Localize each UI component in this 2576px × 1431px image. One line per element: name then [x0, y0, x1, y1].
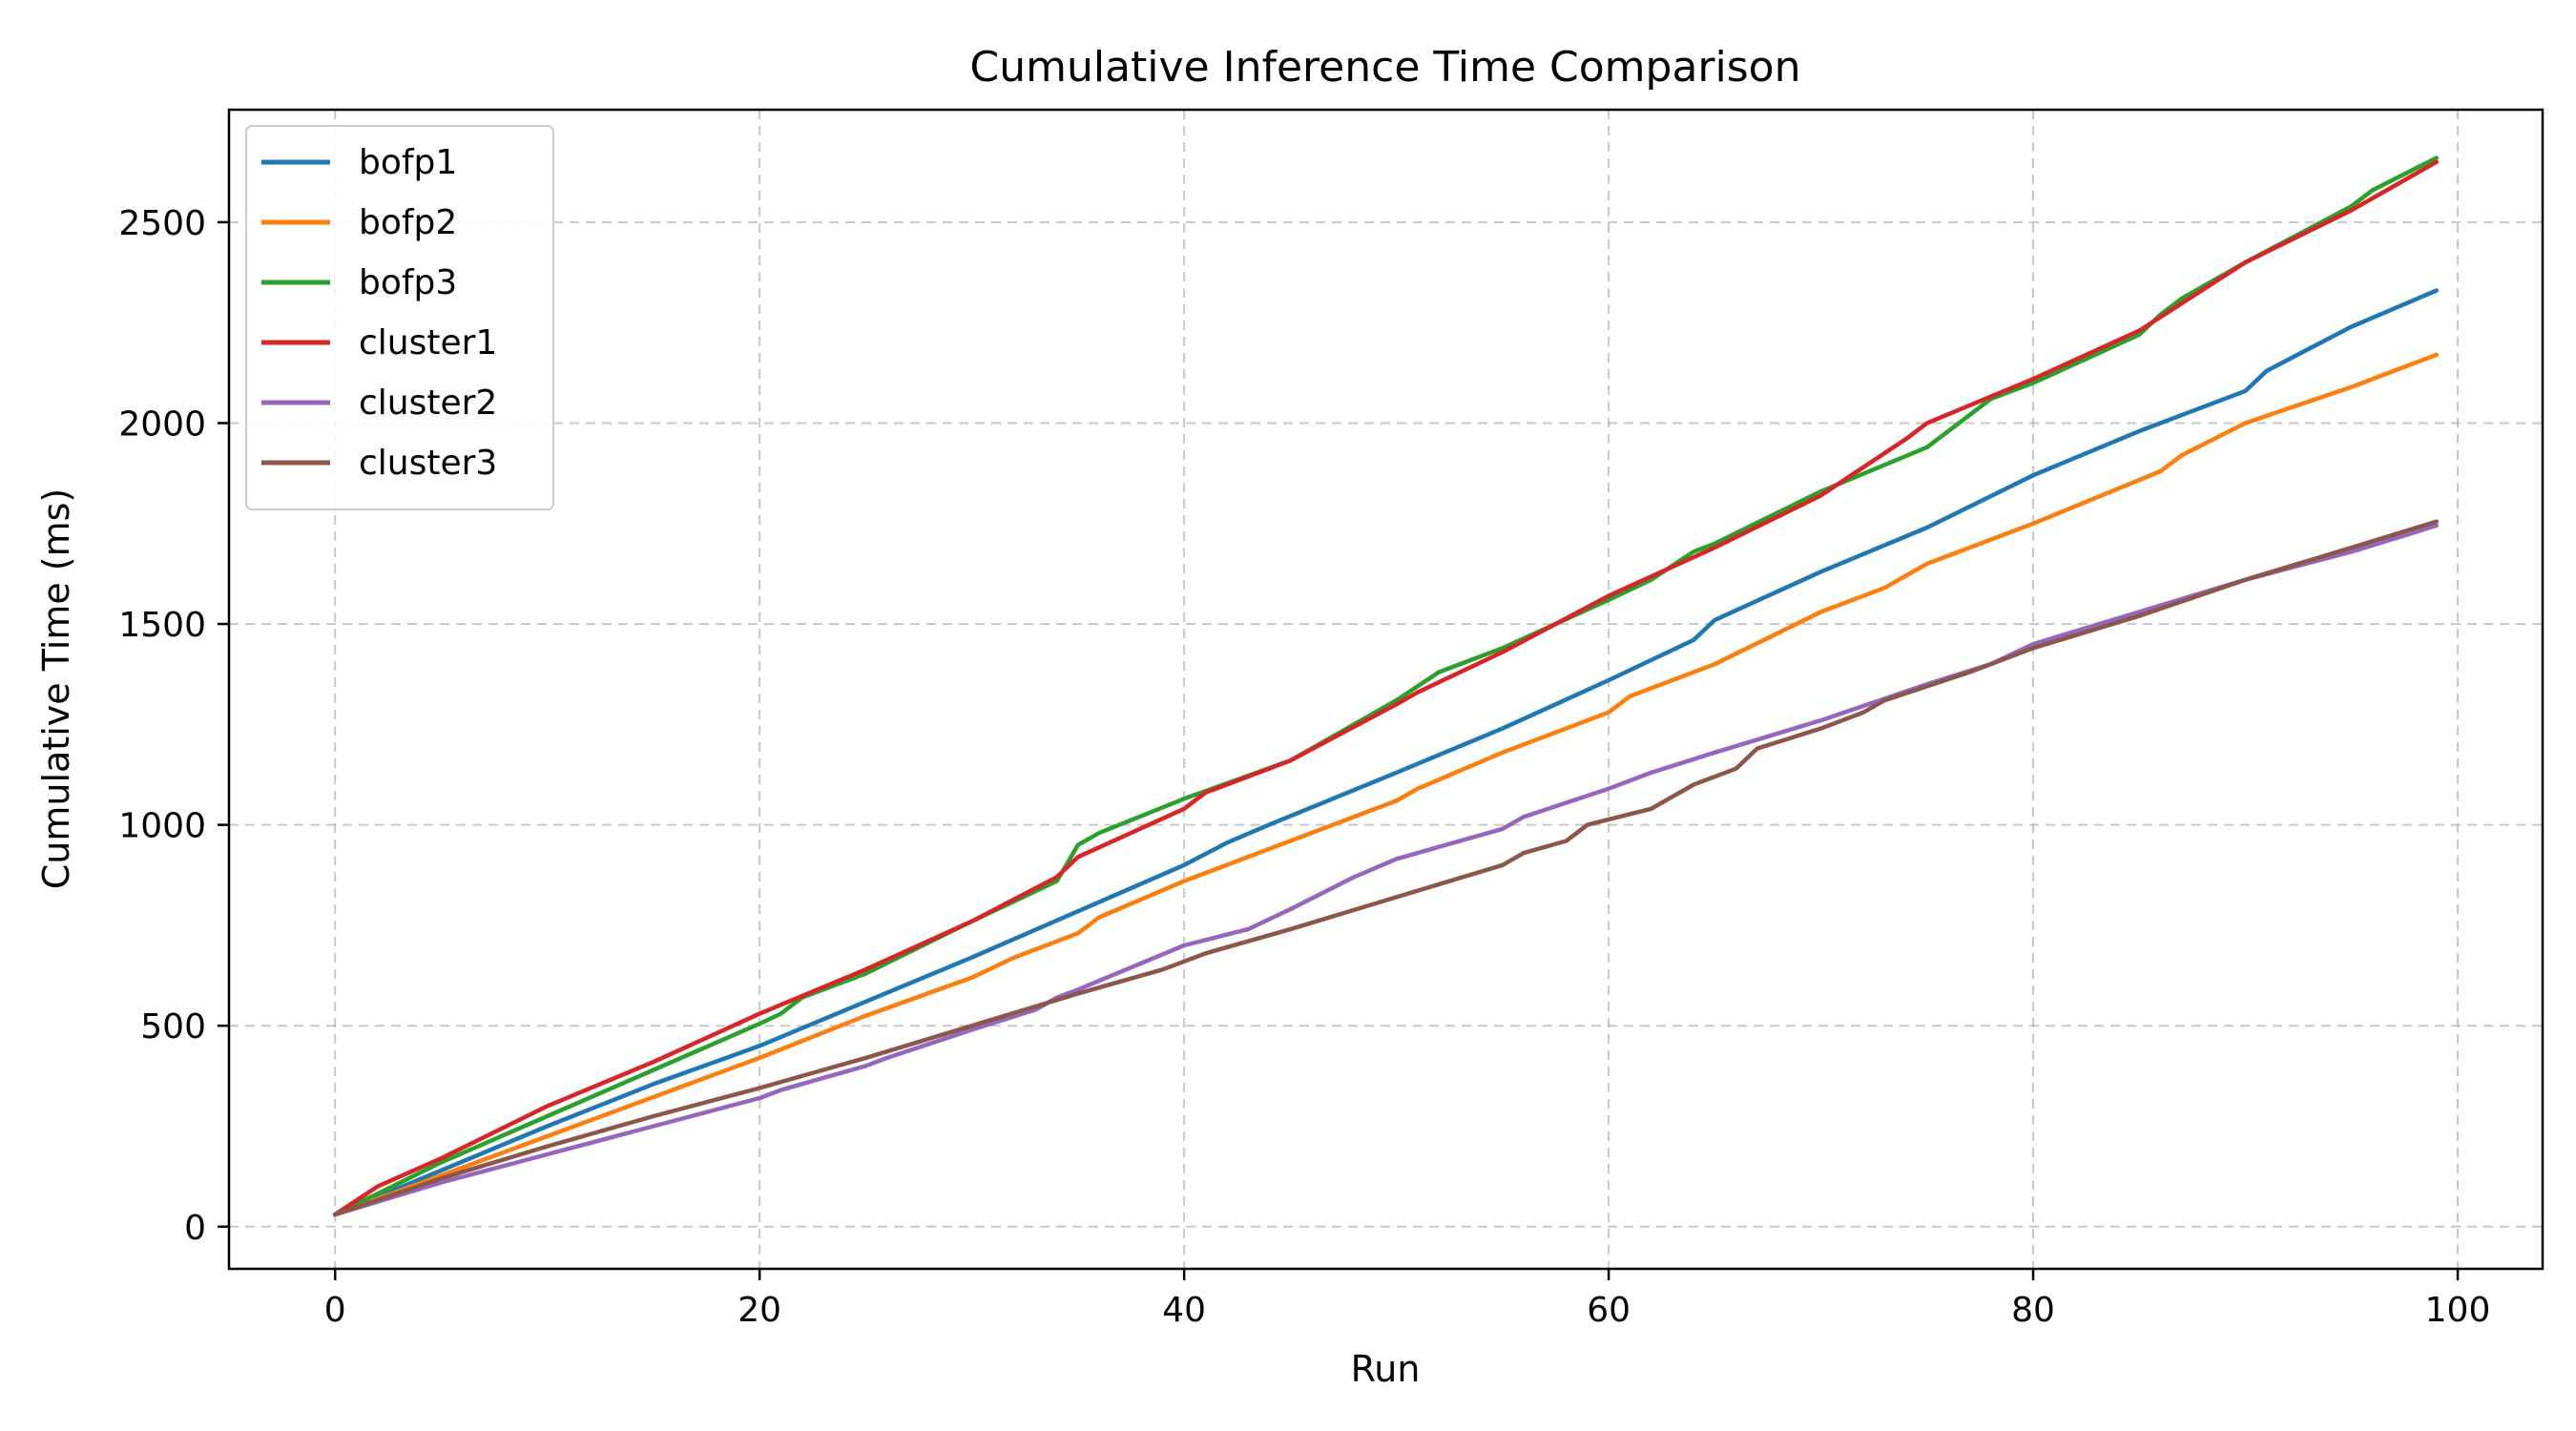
x-axis-label: Run [1351, 1348, 1421, 1390]
y-tick-label: 2500 [118, 204, 206, 243]
series-lines [332, 156, 2440, 1217]
plot-frame [227, 108, 2545, 1271]
y-tick-label: 1500 [118, 606, 206, 645]
series-line-cluster1 [332, 159, 2440, 1217]
legend-label-cluster1: cluster1 [359, 323, 497, 363]
series-line-bofp1 [332, 288, 2440, 1217]
legend-label-bofp3: bofp3 [359, 263, 457, 302]
x-tick-label: 20 [737, 1291, 781, 1330]
x-tick-label: 100 [2425, 1291, 2491, 1330]
x-tick-label: 60 [1587, 1291, 1631, 1330]
legend-label-bofp2: bofp2 [359, 203, 457, 242]
series-line-bofp3 [332, 156, 2440, 1217]
y-tick-label: 1000 [118, 807, 206, 846]
chart-title: Cumulative Inference Time Comparison [970, 43, 1801, 92]
y-tick-label: 0 [184, 1209, 206, 1248]
series-line-cluster2 [332, 523, 2440, 1217]
grid-lines [229, 110, 2543, 1269]
legend: bofp1 bofp2 bofp3 cluster1 cluster2 cluster3 [245, 125, 554, 510]
legend-label-bofp1: bofp1 [359, 143, 457, 182]
x-tick-label: 80 [2011, 1291, 2055, 1330]
x-tick-label: 0 [324, 1291, 346, 1330]
series-line-cluster3 [332, 519, 2440, 1217]
x-tick-label: 40 [1162, 1291, 1206, 1330]
series-line-bofp2 [332, 352, 2440, 1217]
y-tick-label: 500 [140, 1007, 206, 1047]
y-tick-label: 2000 [118, 404, 206, 444]
legend-label-cluster3: cluster3 [359, 444, 497, 483]
legend-label-cluster2: cluster2 [359, 384, 497, 423]
y-axis-label: Cumulative Time (ms) [35, 488, 77, 890]
